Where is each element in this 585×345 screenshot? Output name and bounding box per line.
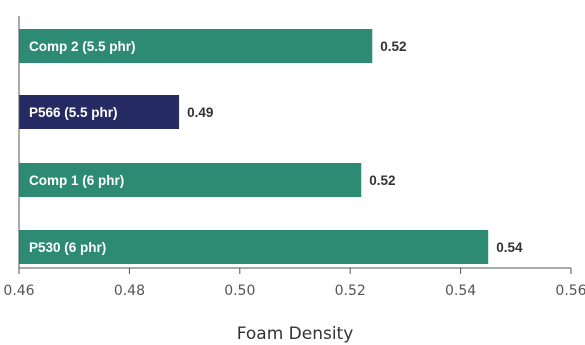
bar: [19, 29, 373, 63]
x-tick-label: 0.56: [555, 283, 585, 299]
bar-value-label: 0.52: [380, 39, 406, 54]
x-tick-label: 0.52: [335, 283, 366, 299]
x-tick-label: 0.54: [445, 283, 476, 299]
bar-value-label: 0.54: [496, 240, 523, 255]
bar-category-label: Comp 2 (5.5 phr): [29, 39, 136, 54]
bar: [19, 95, 180, 129]
bar: [19, 230, 489, 264]
x-axis-title: Foam Density: [237, 324, 354, 344]
bar: [19, 163, 362, 197]
x-tick-label: 0.50: [224, 283, 255, 299]
bars-group: Comp 2 (5.5 phr) 0.52 P566 (5.5 phr) 0.49 Co…: [19, 29, 523, 264]
x-tick-label: 0.46: [3, 283, 34, 299]
bar-category-label: P530 (6 phr): [29, 240, 106, 255]
bar-category-label: Comp 1 (6 phr): [29, 173, 124, 188]
x-ticks-group: 0.46 0.48 0.50 0.52 0.54 0.56: [3, 268, 585, 299]
bar-value-label: 0.52: [369, 173, 395, 188]
x-tick-label: 0.48: [114, 283, 145, 299]
bar-value-label: 0.49: [187, 105, 213, 120]
bar-category-label: P566 (5.5 phr): [29, 105, 118, 120]
